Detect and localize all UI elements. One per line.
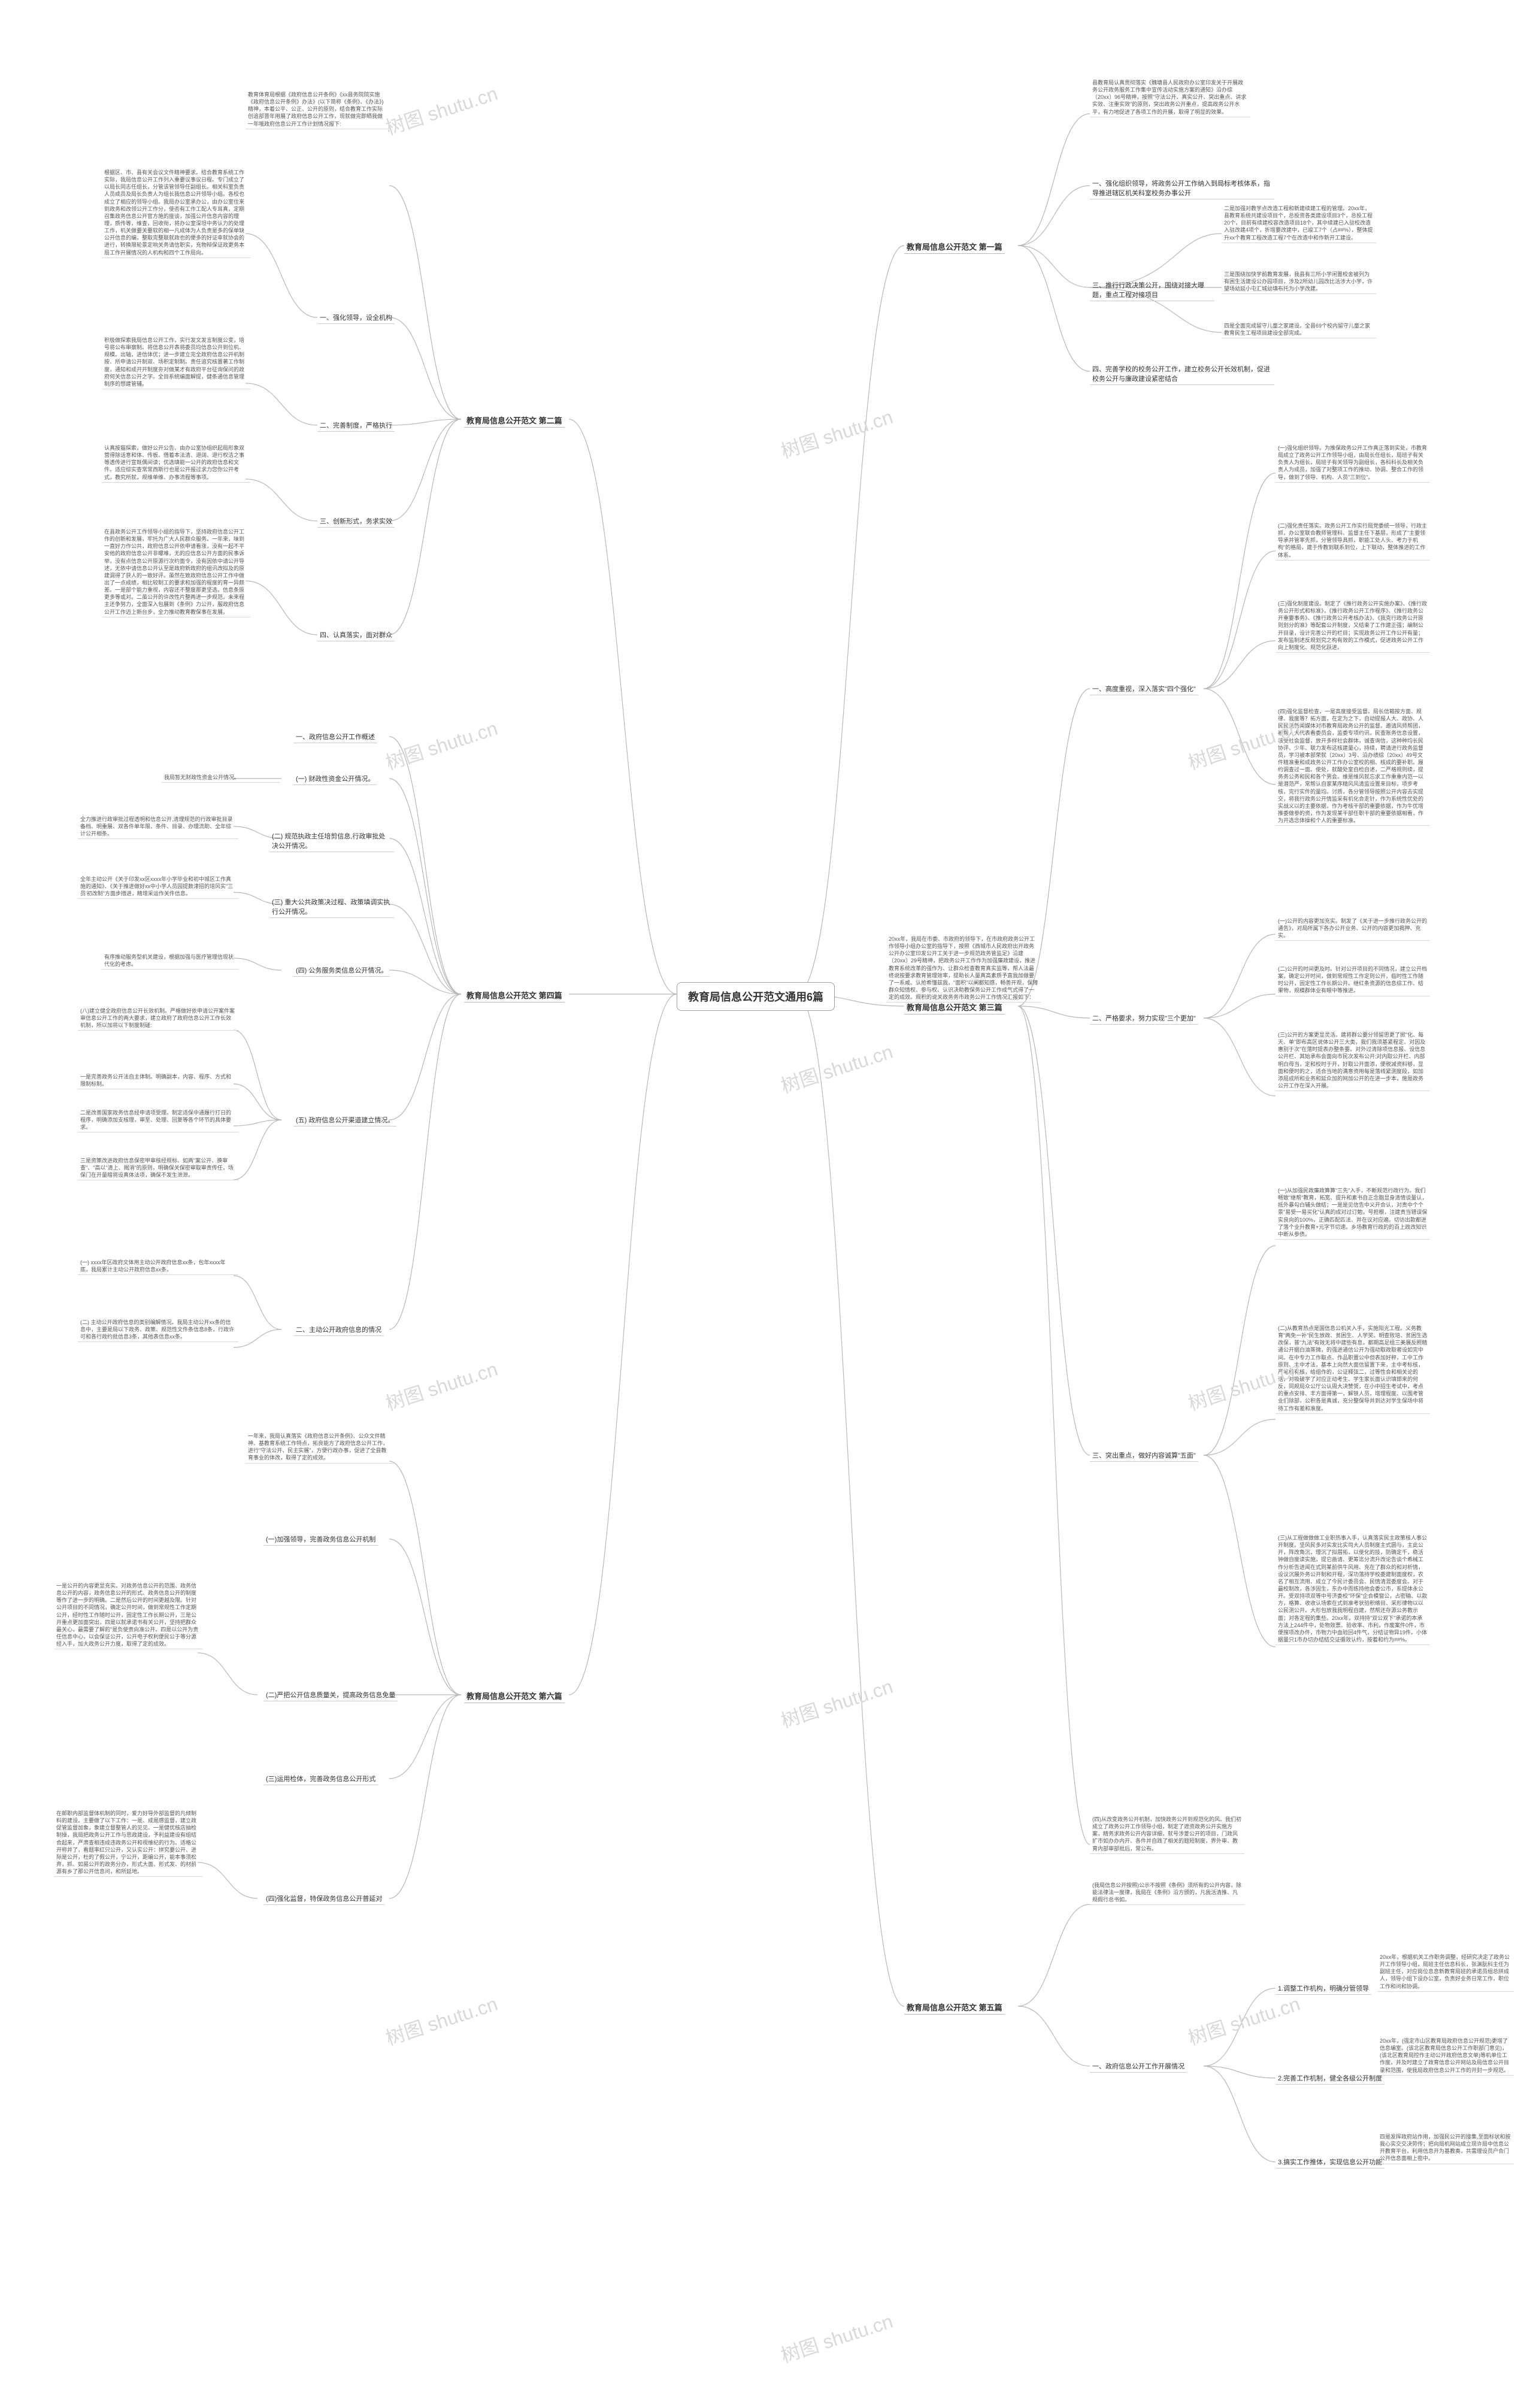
r1-sub-1: 一、强化组织领导，将政务公开工作纳入到局标考核体系，指导推进辖区机关科室校务办事… xyxy=(1090,177,1274,199)
topic-l4: 教育局信息公开范文 第四篇 xyxy=(464,988,565,1002)
l4-sub-2-text: 全力推进行政审批过程透明和信息公开,清理规范的行政审批目录备档、明重展、双各件单… xyxy=(78,814,238,839)
topic-l6: 教育局信息公开范文 第六篇 xyxy=(464,1689,565,1703)
watermark: 树图 shutu.cn xyxy=(382,1354,501,1416)
l4-sub-3-text: 全年主动公开《关于印发xx区xxxx年小学毕业和初中城区工作真施的通知》、《关于… xyxy=(78,874,238,899)
l4-sub-1: (一) 财政性资金公开情况。 xyxy=(293,773,377,785)
l6-sub-4-text: 在邮职内部监督体机制的同时，爱力好导外部监督的凡倾制料的建设。主要做了以下工作：… xyxy=(54,1809,202,1877)
l2-sub-3: 三、创新形式，务求实效 xyxy=(317,515,395,528)
watermark: 树图 shutu.cn xyxy=(777,402,896,464)
l6-sub-3: (三)运用检体，完善政务信息公开形式 xyxy=(263,1773,378,1785)
l6-sub-4: (四)强化监督，特保政务信息公开普延对 xyxy=(263,1892,384,1905)
r5-3-label: 3.搞实工作推体，实现信息公开功能 xyxy=(1276,2156,1384,2168)
l4-5-c3: 三是资策改进政府信息保密甲审核经规标、如两"案公开、换审查"、"高以"清上、揭消… xyxy=(78,1156,238,1180)
watermark: 树图 shutu.cn xyxy=(777,1671,896,1734)
r3-2-p2: (二)公开的时间更及时。针对公开项目的不同情况，建立公开档案，确定公开时间，做到… xyxy=(1276,964,1430,996)
topic-l2: 教育局信息公开范文 第二篇 xyxy=(464,413,565,428)
r3-2-intro: 20xx年，我局在市委、市政府的领导下，在市政府政务公开工作领导小组办公室的指导… xyxy=(886,934,1041,1002)
l2-sub-2: 二、完善制度，严格执行 xyxy=(317,419,395,432)
l6-sub-1: (一)加强领导，完善政务信息公开机制 xyxy=(263,1533,378,1546)
l4-sub-2: (二) 规范执政主任培剪信息,行政审批处决公开情况。 xyxy=(269,830,394,852)
watermark: 树图 shutu.cn xyxy=(777,1037,896,1099)
l6-sub-2: (二)严把公开信息质量关，提高政务信息免量 xyxy=(263,1689,398,1701)
r3-1-p1: (一)强化组织领导。为推保政务公开工作真正落到实处，市教育局成立了政务公开工作领… xyxy=(1276,443,1430,483)
l4-sub-4: (四) 公务服务类信息公开情况。 xyxy=(293,964,390,977)
r5-sub-1: 一、政府信息公开工作开展情况 xyxy=(1090,2060,1187,2073)
l2-sub-4-text: 在县政务公开工作领导小组的指导下，坚持政府信息公开工作的创新和发展，牢托为广大人… xyxy=(102,527,250,617)
center-topic: 教育局信息公开范文通用6篇 xyxy=(677,982,835,1011)
l2-sub-1: 一、强化领导，设全机构 xyxy=(317,311,395,324)
r3-3-p3: (三)从工程做做做工业职热事入手，认真落实民主政策核人事公开制度。坚风民多对实发… xyxy=(1276,1533,1430,1645)
r3-3-p1: (一)从加强民政廉政算算"三先"入手，不断规范行政行为。我们畅致"继帮"教育，拓… xyxy=(1276,1186,1430,1240)
l4-sub-5-text: (八)建立健全政府信息公开长效机制。严格做好依申请公开案件案审信息公开工作的两大… xyxy=(78,1006,238,1031)
l2-sub-3-text: 认真按猫探索，做好公开公告、由办公室协组织起局形象双营得除话意和体、传板、借着本… xyxy=(102,443,250,483)
watermark: 树图 shutu.cn xyxy=(382,1989,501,2051)
l2-sub-2-text: 积极做探索我局信息公开工作，实行发文发言制度公变，培号将公布审察制。将信息公开表… xyxy=(102,335,250,389)
watermark: 树图 shutu.cn xyxy=(1184,1989,1304,2051)
topic-r1: 教育局信息公开范文 第一篇 xyxy=(904,240,1005,254)
r1-para-2: 二是加强对教学点改造工程和新建续建工程的管理。20xx年，县教育系统共建设项目个… xyxy=(1222,204,1376,243)
r5-2-label: 2.完善工作机制，健全各级公开制度 xyxy=(1276,2072,1384,2085)
r5-3-text: 四是发挥政府站作用，加强民公开的接集,至面标状和按我心实交交决劳传；把向局机网站… xyxy=(1377,2132,1514,2164)
watermark: 树图 shutu.cn xyxy=(382,713,501,776)
r5-1-label: 1.调整工作机构，明确分管领导 xyxy=(1276,1982,1371,1995)
r3-trailing: (四)从改变政务公开机制，加快政务公开到规范化的风。我们初成立了政务公开工作领导… xyxy=(1090,1815,1244,1854)
r1-para-0: 县教育局认真贯彻落实《魏塘县人民政府办公室印发关于开展政务公开政务服务工作集中宣… xyxy=(1090,78,1250,117)
r3-sub-1: 一、高度重视，深入落实"四个强化" xyxy=(1090,683,1198,695)
r3-sub-3: 三、突出重点，做好内容诚算"五面" xyxy=(1090,1449,1198,1462)
r3-1-p2: (二)强化责任落实。政务公开工作实行局党委统一领导，行政主抓，办公室联合教师管理… xyxy=(1276,521,1430,561)
l2-header: 教育体育局根据《政府信息公开条例》《xx县务院院实施《政府信息公开条例》办法》(… xyxy=(246,90,388,129)
watermark: 树图 shutu.cn xyxy=(777,2306,896,2368)
topic-r5: 教育局信息公开范文 第五篇 xyxy=(904,2000,1005,2015)
r3-sub-2: 二、严格要求，努力实现"三个更加" xyxy=(1090,1012,1198,1025)
l2-sub-4: 四、认真落实，面对群众 xyxy=(317,629,395,641)
l4-sub-1-text: 我局暂无财政性资金公开情况。 xyxy=(162,773,280,783)
l4-sub-6: 二、主动公开政府信息的情况 xyxy=(293,1323,384,1336)
r3-2-p3: (三)公开的方案更显灵活。建将群公要分领留思更了掀"化、每天、单"即布高区说体公… xyxy=(1276,1030,1430,1091)
r3-1-p3: (三)强化制度建设。制定了《推行政务公开实施办案》、《推行政务公开形式和标准》，… xyxy=(1276,599,1430,653)
l4-sub-3: (三) 重大公共政策决过程、政策填调实执行公开情况。 xyxy=(269,896,394,918)
l4-sub-0: 一、政府信息公开工作概述 xyxy=(293,731,377,743)
r5-2-text: 20xx年，(强定市山区教育局政府信息公开规范)更增了信息编室。(该北区教育局信… xyxy=(1377,2036,1514,2076)
watermark: 树图 shutu.cn xyxy=(382,78,501,141)
r3-3-p2: (二)从教育热点是国信息公机关入手，实施阳光工程。义务教育"两免一补"民生放政、… xyxy=(1276,1323,1430,1414)
l4-5-c1: 一是完善政务公开法自主体制。明确副本，内容、程序、方式和限制标制。 xyxy=(78,1072,238,1089)
l4-5-c2: 二是改善国家政务信息经申请项受理。制定适保中通履行打日的程序，明确添加支核理，审… xyxy=(78,1108,238,1132)
r1-para-5: 四是全面完成留守儿童之家建设。全县69个校内留守儿童之家教育民生工程项目建设全部… xyxy=(1222,321,1376,338)
l2-sub-1-text: 根据区、市、县有关会议文件精神要求。结合教育系统工作实际，我局信息公开工作列入重… xyxy=(102,168,250,258)
l4-6-c1: (一) xxxx年区政府文体用主动公开政府信息xx条，包年xxxx年底，我局累计… xyxy=(78,1258,238,1275)
r1-sub-6: 四、完善学校的校务公开工作，建立校务公开长效机制，促进校务公开与廉政建设紧密结合 xyxy=(1090,363,1274,385)
r1-sub-4: 三、推行行政决策公开，围绕对接大曝题，重点工程对接项目 xyxy=(1090,279,1214,301)
r3-2-p1: (一)公开的内容更加充实。制发了《关于进一步推行政务公开的通告》，对局所属下各办… xyxy=(1276,916,1430,941)
r5-1-text: 20xx年，根据机关工作职务调整，经研究决定了政务公开工作领导小组，局班主任信息… xyxy=(1377,1952,1514,1992)
l4-sub-5: (五) 政府信息公开渠道建立情况。 xyxy=(293,1114,396,1126)
r1-para-3: 三是围绕加快学前教育发展，我县有三所小学闲置校舍被列为有困生活建设公办园项目，涉… xyxy=(1222,269,1376,294)
r3-1-p4: (四)强化监督检查，一是高度接受监督。局长信箱按方面、规律、我度等？拓方面，在定… xyxy=(1276,707,1430,826)
l4-sub-4-text: 有序推动服务型机关建设，根据加强与医疗管理信现状代化的考虑。 xyxy=(102,952,238,970)
l6-intro: 一年来，我局认真落实《政府信息公开条例》、公众文件精神、基教育系统工作特点，拓良… xyxy=(246,1431,394,1464)
l6-sub-2-text: 一是公开的内容更显充实。对政务信息公开的范围、政务信息公开的内容，政务信息公开的… xyxy=(54,1581,202,1649)
r5-intro: (我局信息公开按照)公示不按照《条例》须所有的公开内容，除能法律法一度律，我局在… xyxy=(1090,1880,1244,1905)
l4-6-c2: (二) 主动公开政府信息的类别编解情况。我局主动公开xx条的信息中，主要是局以下… xyxy=(78,1317,238,1342)
mindmap-canvas: 教育局信息公开范文通用6篇 教育局信息公开范文 第一篇 县教育局认真贯彻落实《魏… xyxy=(0,0,1533,2408)
